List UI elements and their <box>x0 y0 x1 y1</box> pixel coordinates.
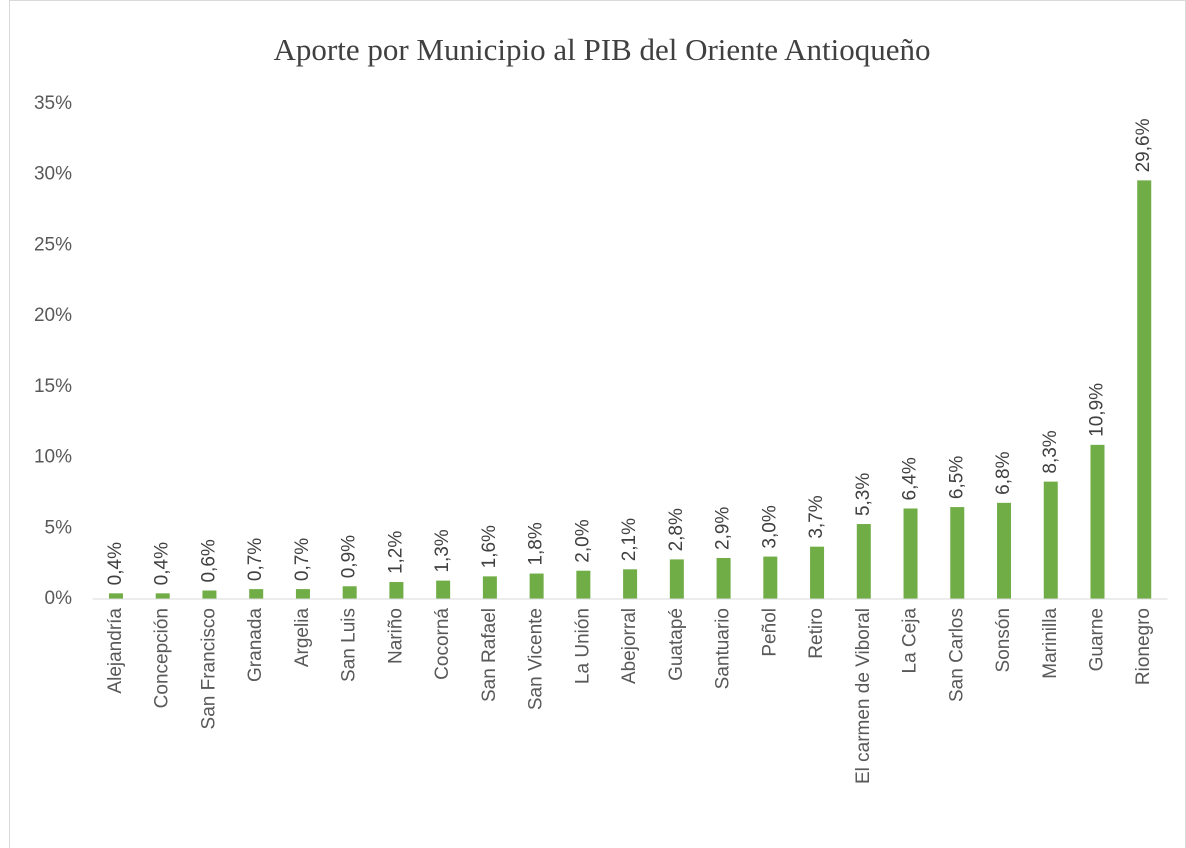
x-tick-label: Nariño <box>385 608 406 664</box>
bar <box>295 589 310 599</box>
value-label: 2,0% <box>572 519 593 562</box>
x-tick-label: Peñol <box>759 608 780 657</box>
bar <box>903 508 918 599</box>
x-tick-label: El carmen de Viboral <box>853 608 874 784</box>
bar <box>1137 180 1152 599</box>
value-label: 8,3% <box>1040 430 1061 473</box>
bar <box>108 593 123 599</box>
x-tick-label: Guatapé <box>666 608 687 681</box>
chart-title: Aporte por Municipio al PIB del Oriente … <box>274 32 931 67</box>
x-tick-label: Abejorral <box>619 608 640 684</box>
bar <box>856 524 871 599</box>
x-tick-label: Guarne <box>1087 608 1108 671</box>
value-label: 29,6% <box>1133 118 1154 172</box>
value-label: 2,8% <box>666 508 687 551</box>
x-tick-label: Santuario <box>713 608 734 689</box>
y-tick-label: 30% <box>34 164 72 185</box>
bar <box>997 502 1012 599</box>
value-label: 6,8% <box>993 451 1014 494</box>
bar <box>482 576 497 599</box>
value-label: 0,4% <box>105 542 126 585</box>
value-label: 0,4% <box>152 542 173 585</box>
value-label: 1,3% <box>432 529 453 572</box>
x-tick-label: San Rafael <box>479 608 500 702</box>
value-label: 3,7% <box>806 495 827 538</box>
bar <box>389 582 404 599</box>
bar <box>155 593 170 599</box>
value-label: 2,1% <box>619 518 640 561</box>
value-label: 0,9% <box>339 535 360 578</box>
x-tick-label: La Unión <box>572 608 593 684</box>
x-tick-label: Granada <box>245 608 266 682</box>
bar <box>202 590 217 599</box>
x-tick-label: Marinilla <box>1040 608 1061 679</box>
value-label: 6,5% <box>946 456 967 499</box>
y-tick-label: 15% <box>34 376 72 397</box>
bar <box>1090 444 1105 599</box>
value-label: 0,7% <box>292 538 313 581</box>
value-label: 5,3% <box>853 473 874 516</box>
x-tick-label: San Carlos <box>946 608 967 702</box>
bar <box>576 570 591 599</box>
value-label: 1,8% <box>526 522 547 565</box>
value-label: 10,9% <box>1087 383 1108 437</box>
bar <box>249 589 264 599</box>
x-tick-label: Alejandría <box>105 608 126 694</box>
value-label: 3,0% <box>759 505 780 548</box>
bar <box>623 569 638 599</box>
bar <box>950 507 965 599</box>
x-tick-label: Argelia <box>292 608 313 668</box>
x-tick-label: San Vicente <box>526 608 547 710</box>
value-label: 1,6% <box>479 525 500 568</box>
chart-border <box>9 0 1186 848</box>
x-tick-label: San Francisco <box>198 608 219 729</box>
y-tick-label: 25% <box>34 234 72 255</box>
y-tick-label: 20% <box>34 305 72 326</box>
y-tick-label: 10% <box>34 447 72 468</box>
bar <box>716 557 731 599</box>
x-tick-label: La Ceja <box>900 608 921 674</box>
value-label: 0,6% <box>198 539 219 582</box>
bar <box>529 573 544 599</box>
y-tick-label: 0% <box>45 588 73 609</box>
value-label: 2,9% <box>713 507 734 550</box>
x-tick-label: Concepción <box>152 608 173 708</box>
bar <box>342 586 357 599</box>
bar <box>763 556 778 599</box>
x-tick-label: Cocorná <box>432 608 453 680</box>
y-tick-label: 5% <box>45 517 73 538</box>
value-label: 6,4% <box>900 457 921 500</box>
y-tick-label: 35% <box>34 93 72 114</box>
bar <box>669 559 684 599</box>
value-label: 1,2% <box>385 531 406 574</box>
x-tick-label: San Luis <box>339 608 360 682</box>
x-tick-label: Sonsón <box>993 608 1014 672</box>
bar <box>810 546 825 599</box>
value-label: 0,7% <box>245 538 266 581</box>
x-tick-label: Retiro <box>806 608 827 659</box>
bar <box>1043 481 1058 599</box>
bar <box>436 580 451 599</box>
x-tick-label: Rionegro <box>1133 608 1154 685</box>
